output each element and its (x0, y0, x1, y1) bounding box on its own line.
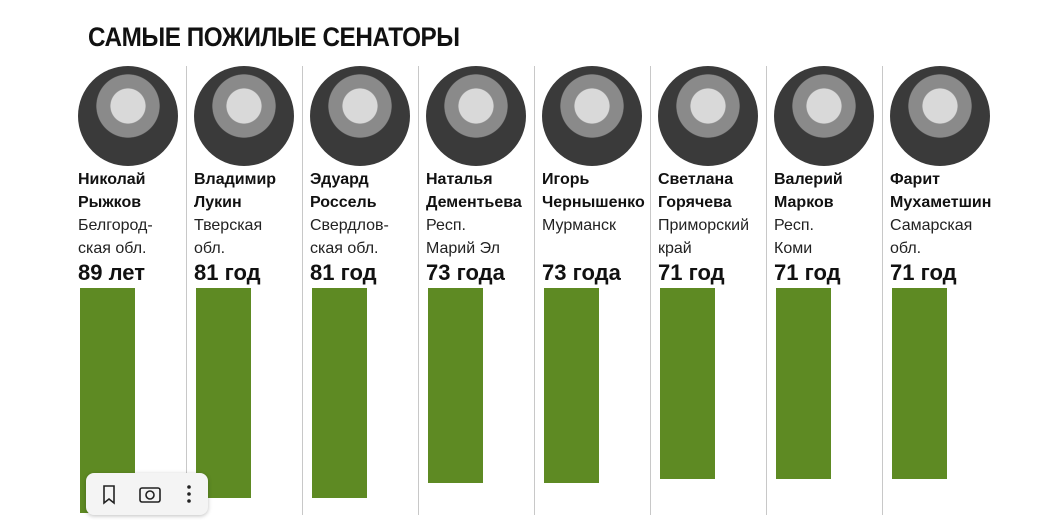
value-label: 73 года (426, 260, 505, 285)
senator-region: Респ. Марий Эл (426, 217, 500, 257)
senator-column: Владимир Лукин Тверская обл. 81 год (194, 66, 308, 515)
senator-column: Светлана Горячева Приморский край 71 год (658, 66, 772, 515)
senator-region: Самарская обл. (890, 217, 973, 257)
separator (186, 66, 187, 515)
senator-column: Игорь Чернышенко Мурманск 73 года (542, 66, 656, 515)
more-icon[interactable] (187, 485, 191, 503)
senator-column: Николай Рыжков Белгород- ская обл. 89 лет (78, 66, 192, 515)
value-label: 81 год (194, 260, 261, 285)
bar (196, 288, 251, 498)
senator-column: Эдуард Россель Свердлов- ская обл. 81 год (310, 66, 424, 515)
value-label: 89 лет (78, 260, 145, 285)
senator-name: Светлана Горячева (658, 171, 734, 211)
separator (534, 66, 535, 515)
senator-column: Наталья Дементьева Респ. Марий Эл 73 года (426, 66, 540, 515)
senator-region: Респ. Коми (774, 217, 814, 257)
chart-title: САМЫЕ ПОЖИЛЫЕ СЕНАТОРЫ (88, 22, 460, 52)
portrait (542, 66, 642, 166)
portrait (310, 66, 410, 166)
image-toolbar[interactable] (86, 473, 208, 515)
portrait (426, 66, 526, 166)
value-label: 71 год (774, 260, 841, 285)
bar (892, 288, 947, 480)
portrait (774, 66, 874, 166)
senator-region: Мурманск (542, 217, 616, 234)
bar (660, 288, 715, 480)
bar (544, 288, 599, 484)
bar (428, 288, 483, 484)
portrait (658, 66, 758, 166)
separator (650, 66, 651, 515)
senator-name: Валерий Марков (774, 171, 843, 211)
portrait (890, 66, 990, 166)
senator-region: Приморский край (658, 217, 750, 257)
senator-name: Игорь Чернышенко (542, 171, 645, 211)
senator-column: Валерий Марков Респ. Коми 71 год (774, 66, 888, 515)
value-label: 81 год (310, 260, 377, 285)
separator (302, 66, 303, 515)
senator-name: Эдуард Россель (310, 171, 377, 211)
value-label: 73 года (542, 260, 621, 285)
separator (882, 66, 883, 515)
bookmark-icon[interactable] (103, 485, 115, 505)
bar (776, 288, 831, 480)
toolbar-icons (103, 485, 191, 505)
separator (418, 66, 419, 515)
portrait (194, 66, 294, 166)
senator-region: Свердлов- ская обл. (310, 217, 389, 257)
senator-region: Белгород- ская обл. (78, 217, 153, 257)
senator-name: Владимир Лукин (194, 171, 277, 211)
senator-name: Николай Рыжков (78, 171, 146, 211)
value-label: 71 год (658, 260, 725, 285)
portrait (78, 66, 178, 166)
bar (312, 288, 367, 498)
senator-name: Фарит Мухаметшин (890, 171, 992, 211)
senator-column: Фарит Мухаметшин Самарская обл. 71 год (890, 66, 1004, 515)
camera-icon[interactable] (139, 487, 161, 503)
value-label: 71 год (890, 260, 957, 285)
separator (766, 66, 767, 515)
senator-name: Наталья Дементьева (426, 171, 522, 211)
senator-region: Тверская обл. (194, 217, 263, 257)
